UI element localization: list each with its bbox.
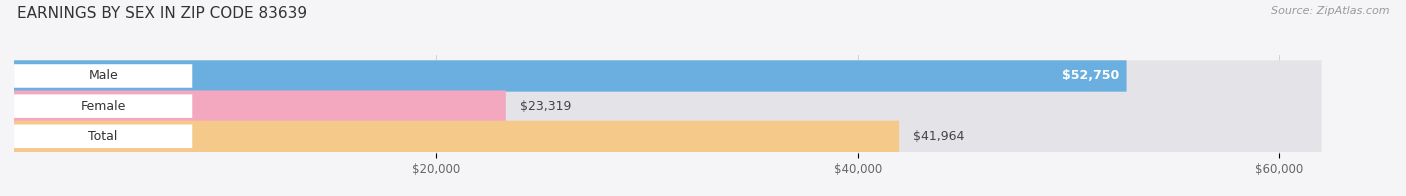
FancyBboxPatch shape bbox=[14, 94, 193, 118]
FancyBboxPatch shape bbox=[14, 121, 898, 152]
Text: Female: Female bbox=[80, 100, 127, 113]
FancyBboxPatch shape bbox=[14, 60, 1322, 92]
Text: $23,319: $23,319 bbox=[520, 100, 571, 113]
Text: EARNINGS BY SEX IN ZIP CODE 83639: EARNINGS BY SEX IN ZIP CODE 83639 bbox=[17, 6, 307, 21]
Text: $41,964: $41,964 bbox=[912, 130, 965, 143]
FancyBboxPatch shape bbox=[14, 91, 506, 122]
FancyBboxPatch shape bbox=[14, 60, 1126, 92]
Text: Source: ZipAtlas.com: Source: ZipAtlas.com bbox=[1271, 6, 1389, 16]
FancyBboxPatch shape bbox=[14, 121, 1322, 152]
FancyBboxPatch shape bbox=[14, 91, 1322, 122]
FancyBboxPatch shape bbox=[14, 64, 193, 88]
Text: Male: Male bbox=[89, 70, 118, 83]
Text: $52,750: $52,750 bbox=[1063, 70, 1119, 83]
Text: Total: Total bbox=[89, 130, 118, 143]
FancyBboxPatch shape bbox=[14, 124, 193, 148]
